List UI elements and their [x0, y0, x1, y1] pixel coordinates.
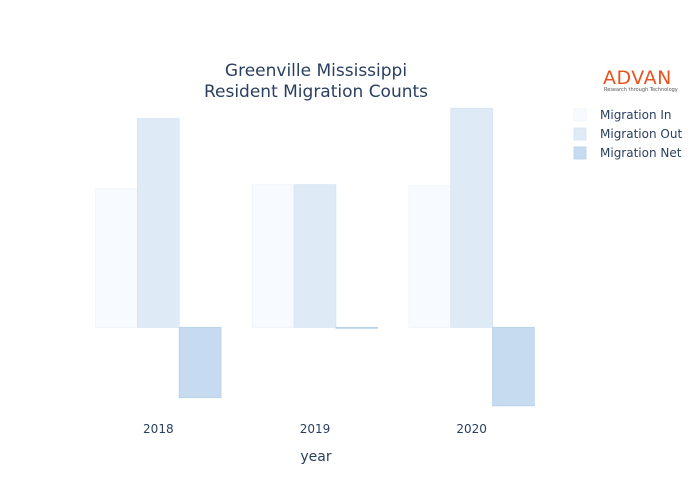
chart-title-line-2: Resident Migration Counts: [204, 82, 428, 102]
bar-migration-in-2019: [251, 184, 295, 328]
bar-migration-out-2018: [137, 118, 180, 328]
bars-layer: [95, 107, 535, 407]
x-tick-label-2020: 2020: [456, 422, 487, 436]
legend: Migration In Migration Out Migration Net: [573, 108, 682, 160]
chart-title: Greenville Mississippi Resident Migratio…: [204, 61, 428, 102]
bar-migration-net-2018: [178, 326, 222, 399]
bar-migration-out-2019: [293, 184, 337, 328]
chart-title-line-1: Greenville Mississippi: [225, 61, 407, 81]
bar-migration-net-2020: [492, 326, 535, 407]
advan-logo-wordmark: ADVAN: [603, 67, 672, 89]
advan-logo: ADVAN Research through Technology: [603, 67, 678, 93]
legend-label-migration-out[interactable]: Migration Out: [600, 127, 682, 141]
legend-label-migration-in[interactable]: Migration In: [600, 108, 672, 122]
x-tick-label-2018: 2018: [143, 422, 174, 436]
legend-swatch-migration-out[interactable]: [573, 127, 587, 141]
advan-logo-tagline: Research through Technology: [604, 87, 678, 93]
x-axis-title: year: [300, 449, 331, 465]
bar-migration-out-2020: [450, 107, 493, 328]
bar-migration-net-2019: [335, 326, 379, 329]
legend-swatch-migration-net[interactable]: [573, 146, 587, 160]
legend-label-migration-net[interactable]: Migration Net: [600, 146, 682, 160]
x-axis-ticks: 2018 2019 2020: [143, 422, 487, 436]
bar-migration-in-2020: [408, 185, 452, 328]
legend-swatch-migration-in[interactable]: [573, 108, 587, 122]
bar-migration-in-2018: [95, 188, 138, 328]
x-tick-label-2019: 2019: [300, 422, 331, 436]
